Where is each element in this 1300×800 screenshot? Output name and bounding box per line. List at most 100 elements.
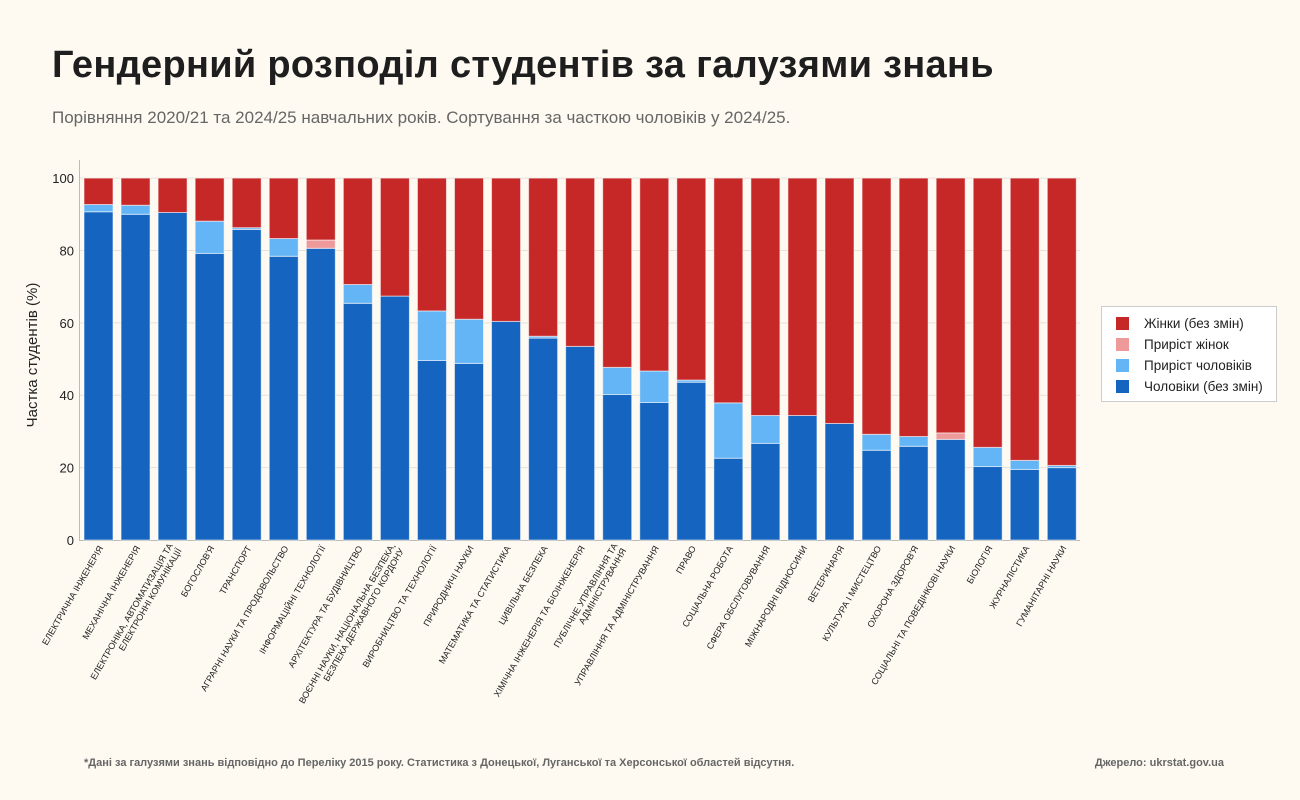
bar-segment-men-growth [972,446,1003,468]
bar [305,177,336,541]
legend-label: Приріст жінок [1144,337,1229,352]
bar-segment-women-base [861,177,892,435]
bar [379,177,410,541]
legend-label: Чоловіки (без змін) [1144,379,1263,394]
bar-segment-men-base [194,252,225,541]
bar-segment-women-base [379,177,410,297]
bar-segment-men-base [713,457,744,541]
bar-segment-men-base [972,466,1003,541]
bar-segment-men-base [120,213,151,541]
bar [528,177,559,541]
bar [639,177,670,541]
bar-segment-men-growth [83,204,114,213]
bar-segment-men-growth [750,415,781,444]
bars [83,177,1077,541]
bar-segment-men-base [898,445,929,541]
footnote: *Дані за галузями знань відповідно до Пе… [84,757,795,769]
bar-segment-men-growth [713,402,744,459]
bar-segment-women-base [676,177,707,381]
bar-segment-women-base [268,177,299,240]
bar-segment-women-base [231,177,262,229]
chart-subtitle: Порівняння 2020/21 та 2024/25 навчальних… [52,108,791,127]
bar-segment-men-base [528,337,559,541]
x-tick-label: ВЕТЕРИНАРІЯ [806,544,846,604]
y-tick-label: 80 [60,243,74,258]
bar-segment-women-base [972,177,1003,448]
bar-segment-women-base [639,177,670,372]
legend-swatch [1116,338,1129,351]
x-tick-label: МІЖНАРОДНІ ВІДНОСИНИ [743,544,809,649]
legend-item-men-growth: Приріст чоловіків [1102,355,1276,376]
bar [1046,177,1077,541]
bar [565,177,596,541]
bar [454,177,484,541]
x-tick-label-line: ВЕТЕРИНАРІЯ [806,544,846,604]
legend: Жінки (без змін) Приріст жінок Приріст ч… [1101,306,1277,402]
bar [713,177,744,541]
bar-segment-men-base [676,381,707,541]
chart-title: Гендерний розподіл студентів за галузями… [52,44,994,86]
bar-segment-men-growth [454,318,484,364]
legend-item-men-base: Чоловіки (без змін) [1102,376,1276,397]
x-tick-label-line: ЕЛЕКТРИЧНА ІНЖЕНЕРІЯ [40,544,105,647]
bar [861,177,892,541]
bar-segment-men-base [342,302,373,541]
bar-segment-men-base [1046,467,1077,541]
bar [157,177,188,541]
bar-segment-women-base [750,177,781,417]
x-tick-label-line: ПРАВО [674,544,698,575]
x-tick-label: ПРАВО [674,544,698,575]
bar-segment-men-base [268,255,299,541]
y-tick-label: 100 [52,171,74,186]
bar-segment-men-base [83,211,114,541]
source-note: Джерело: ukrstat.gov.ua [1094,757,1224,769]
x-tick-label-line: СФЕРА ОБСЛУГОВУВАННЯ [705,544,773,651]
bar-segment-men-growth [120,204,151,215]
x-tick-label: БОГОСЛОВ'Я [179,544,216,599]
bar-segment-women-base [935,177,966,434]
bar [972,177,1003,541]
x-tick-label-line: ІНФОРМАЦІЙНІ ТЕХНОЛОГІЇ [256,543,327,656]
bar [602,177,633,541]
x-tick-label: СОЦІАЛЬНІ ТА ПОВЕДІНКОВІ НАУКИ [869,544,957,687]
legend-item-women-growth: Приріст жінок [1102,334,1276,355]
bar-segment-men-base [454,362,484,541]
bar-segment-men-base [750,442,781,541]
x-tick-label-line: ТРАНСПОРТ [218,544,254,597]
bar-segment-men-growth [194,220,225,254]
bar-segment-women-base [416,177,447,312]
bar-segment-women-base [565,177,596,347]
x-tick-label: МАТЕМАТИКА ТА СТАТИСТИКА [437,544,513,666]
bar [1009,177,1040,541]
bar-segment-women-base [824,177,855,424]
x-tick-label-line: МІЖНАРОДНІ ВІДНОСИНИ [743,544,809,649]
bar-segment-men-growth [416,310,447,361]
x-tick-label: ЖУРНАЛІСТИКА [987,544,1031,610]
bar-segment-men-base [416,359,447,541]
bar-segment-men-base [565,345,596,541]
y-axis-ticks: 0 20 40 60 80 100 [52,171,74,548]
bar-segment-women-base [194,177,225,222]
x-tick-label-line: БІОЛОГІЯ [965,544,995,585]
bar-segment-men-base [824,422,855,541]
bar-segment-men-base [231,228,262,541]
bar-segment-men-growth [1009,459,1040,470]
bar-segment-men-growth [898,435,929,447]
x-tick-label: ТРАНСПОРТ [218,544,254,597]
stacked-bar-chart: 0 20 40 60 80 100 Частка студентів (%) ЕЛЕКТР… [24,160,1080,706]
bar-segment-women-base [454,177,484,320]
legend-swatch [1116,317,1129,330]
bar [935,177,966,541]
y-tick-label: 20 [60,461,74,476]
bar-segment-men-base [861,449,892,541]
x-tick-label-line: МАТЕМАТИКА ТА СТАТИСТИКА [437,544,513,666]
bar-segment-men-growth [861,433,892,451]
bar-segment-women-base [157,177,188,213]
bar-segment-women-base [1046,177,1077,466]
bar-segment-men-base [787,415,818,541]
y-tick-label: 60 [60,316,74,331]
x-tick-label: ІНФОРМАЦІЙНІ ТЕХНОЛОГІЇ [256,543,327,656]
bar [342,177,373,541]
y-tick-label: 0 [67,533,74,548]
